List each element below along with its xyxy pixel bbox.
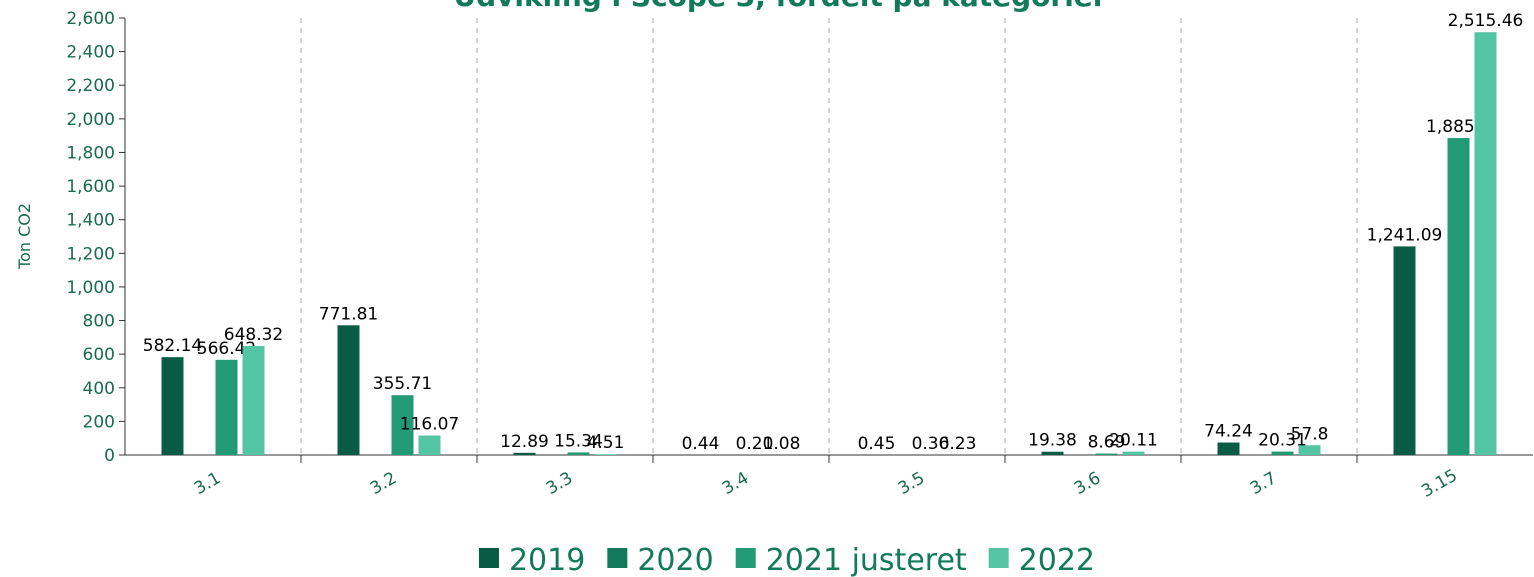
- legend-swatch: [988, 548, 1009, 568]
- y-tick-label: 1,600: [66, 177, 115, 197]
- y-tick-label: 600: [83, 345, 115, 365]
- bar: [1271, 451, 1294, 455]
- data-label: 0.36: [912, 434, 950, 454]
- bar: [1122, 451, 1145, 455]
- y-tick-label: 1,000: [66, 278, 115, 298]
- y-tick-label: 1,200: [66, 244, 115, 264]
- data-label: 8.69: [1088, 433, 1126, 453]
- legend-label: 2022: [1019, 543, 1095, 577]
- bar: [215, 359, 238, 455]
- bar: [418, 435, 441, 455]
- data-label: 0.08: [763, 434, 801, 454]
- data-label: 0.44: [682, 434, 720, 454]
- x-tick-label: 3.15: [1418, 466, 1461, 502]
- bar: [1447, 138, 1470, 455]
- bar: [1095, 453, 1118, 455]
- y-tick-label: 2,600: [66, 9, 115, 29]
- legend-swatch: [735, 548, 756, 568]
- y-tick-label: 0: [104, 446, 115, 466]
- data-label: 2,515.46: [1448, 11, 1524, 31]
- data-label: 12.89: [500, 432, 549, 452]
- data-label: 0.23: [939, 434, 977, 454]
- x-tick-label: 3.7: [1247, 468, 1280, 499]
- bar: [1298, 445, 1321, 455]
- y-tick-label: 1,400: [66, 211, 115, 231]
- bar: [391, 395, 414, 455]
- data-label: 582.14: [143, 336, 202, 356]
- x-tick-label: 3.6: [1071, 468, 1104, 499]
- bar: [337, 325, 360, 455]
- data-label: 19.38: [1028, 431, 1077, 451]
- bar: [594, 454, 617, 455]
- data-label: 648.32: [224, 325, 283, 345]
- legend-label: 2019: [509, 543, 585, 577]
- y-tick-label: 2,200: [66, 76, 115, 96]
- y-tick-label: 2,400: [66, 43, 115, 63]
- data-label: 566.42: [197, 339, 256, 359]
- bar: [513, 452, 536, 455]
- y-axis-label: Ton CO2: [15, 203, 34, 270]
- legend-label: 2020: [637, 543, 713, 577]
- bar: [1217, 442, 1240, 455]
- x-tick-label: 3.2: [367, 468, 400, 499]
- x-tick-label: 3.3: [543, 468, 576, 499]
- data-label: 15.34: [554, 431, 603, 451]
- x-tick-label: 3.1: [191, 468, 224, 499]
- bar: [161, 357, 184, 455]
- bar: [567, 452, 590, 455]
- data-label: 57.8: [1291, 424, 1329, 444]
- y-tick-label: 200: [83, 412, 115, 432]
- data-label: 0.21: [736, 434, 774, 454]
- data-label: 771.81: [319, 304, 378, 324]
- data-label: 4.51: [587, 433, 625, 453]
- y-tick-label: 400: [83, 379, 115, 399]
- data-label: 20.11: [1109, 431, 1158, 451]
- legend: 2019 2020 2021 justeret 2022: [478, 543, 1095, 577]
- legend-swatch: [478, 548, 499, 568]
- chart-title: Udvikling i Scope 3, fordelt på kategori…: [453, 0, 1106, 13]
- bar: [242, 346, 265, 455]
- bar: [1474, 32, 1497, 455]
- legend-swatch: [607, 548, 628, 568]
- x-tick-label: 3.4: [719, 468, 752, 499]
- data-label: 116.07: [400, 414, 459, 434]
- x-tick-label: 3.5: [895, 468, 928, 499]
- y-tick-label: 800: [83, 312, 115, 332]
- data-label: 355.71: [373, 374, 432, 394]
- data-label: 74.24: [1204, 422, 1253, 442]
- data-label: 1,241.09: [1367, 225, 1443, 245]
- legend-label: 2021 justeret: [766, 543, 967, 577]
- y-tick-label: 2,000: [66, 110, 115, 130]
- bar: [1393, 246, 1416, 455]
- bar: [1041, 451, 1064, 455]
- data-label: 0.45: [858, 434, 896, 454]
- y-tick-label: 1,800: [66, 143, 115, 163]
- data-label: 20.31: [1258, 431, 1307, 451]
